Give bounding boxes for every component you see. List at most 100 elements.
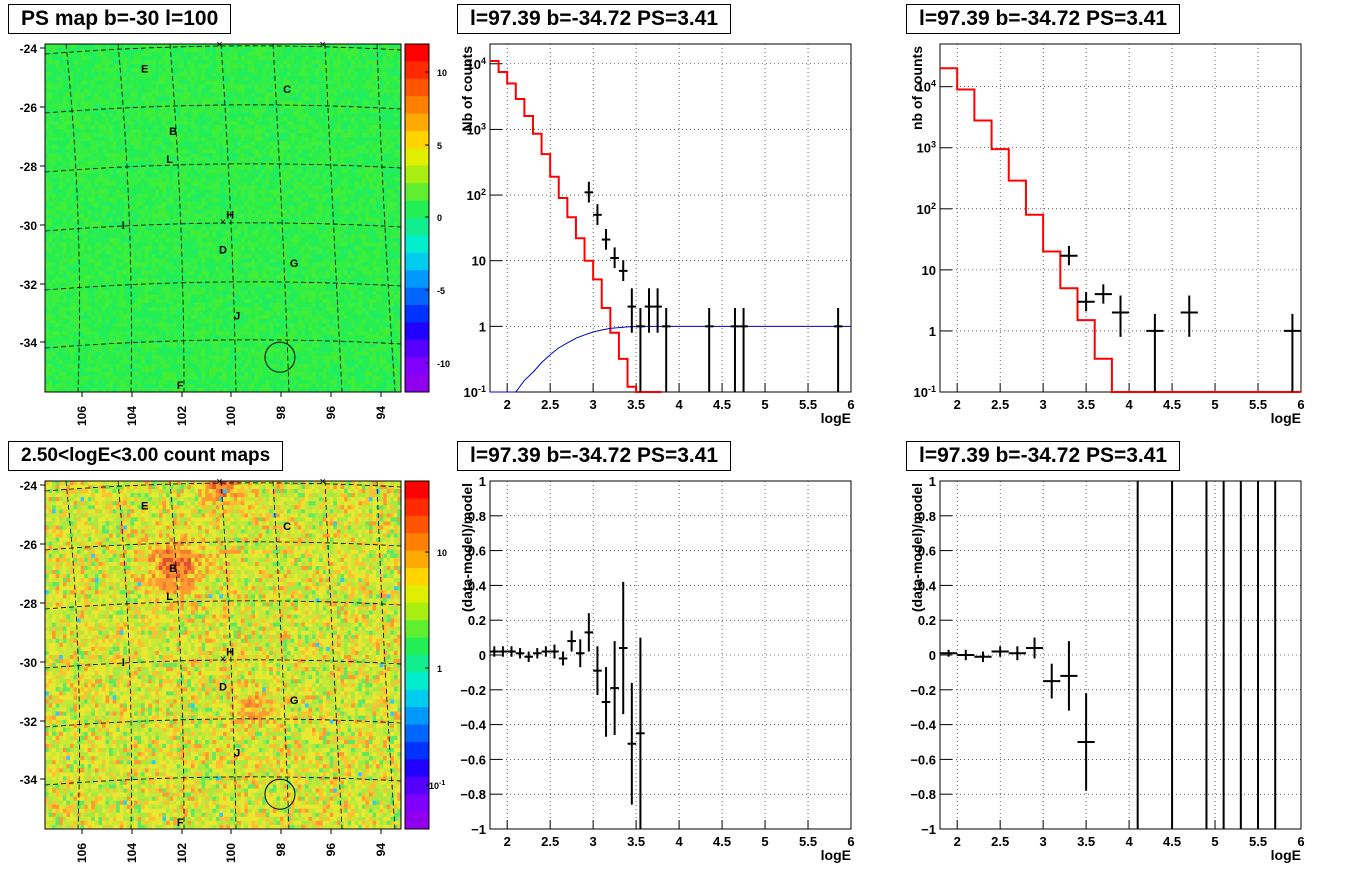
spectrum-a-title: l=97.39 b=-34.72 PS=3.41 (457, 4, 732, 34)
count-map-pixels (45, 481, 402, 830)
residual_b-x-tick-label: 5 (1211, 834, 1218, 849)
residual_a-y-tick-label: 0 (479, 648, 486, 663)
count-x-tick-label: 106 (75, 843, 89, 863)
ps-source-cross: × (216, 39, 222, 51)
count-source-label: J (234, 747, 240, 759)
ps-colorbar-swatch (405, 322, 429, 341)
residual_a-y-tick-label: −1 (471, 822, 486, 837)
residual_b-x-tick-label: 6 (1297, 834, 1304, 849)
count-colorbar-frame (404, 480, 430, 830)
ps-x-tick-label: 100 (224, 406, 238, 426)
count-colorbar-swatch (405, 550, 429, 569)
spectrum_a-frame (489, 43, 852, 393)
count-y-tick-label: -32 (20, 715, 38, 729)
residual-a-title: l=97.39 b=-34.72 PS=3.41 (457, 441, 732, 471)
spectrum_b-x-tick-label: 4.5 (1163, 397, 1181, 412)
ps-colorbar-swatch (405, 339, 429, 358)
ps-source-label: F (177, 380, 184, 392)
spectrum_b-x-tick-label: 3.5 (1077, 397, 1095, 412)
spectrum_b-x-tick-label: 3 (1040, 397, 1047, 412)
ps-graticule-lat (44, 339, 402, 349)
ps-colorbar-swatch (405, 131, 429, 149)
spectrum_a-x-tick-label: 6 (847, 397, 854, 412)
residual_b-xlabel: logE (1271, 847, 1301, 863)
count-source-label: E (141, 500, 148, 512)
ps-source-label: G (290, 258, 299, 270)
count-y-tick-label: -26 (20, 538, 38, 552)
ps-source-label: B (169, 126, 177, 138)
count-target-circle (264, 778, 296, 810)
residual_b-x-tick-label: 4.5 (1163, 834, 1181, 849)
count-graticule-lat (44, 541, 402, 551)
ps-x-tick-label: 94 (374, 406, 388, 420)
count-graticule-lat (44, 600, 402, 610)
ps-graticule-lat (44, 104, 402, 114)
count-colorbar-swatch (405, 637, 429, 656)
count-colorbar-swatch (405, 707, 429, 726)
ps-graticule-lat (44, 281, 402, 291)
spectrum_a-x-tick-label: 5 (761, 397, 768, 412)
count-colorbar-swatch (405, 759, 429, 778)
ps-x-tick-label: 96 (324, 406, 338, 420)
spectrum_b-x-tick-label: 5.5 (1249, 397, 1267, 412)
count-y-tick-label: -28 (20, 597, 38, 611)
count-colorbar-swatch (405, 515, 429, 534)
residual_b-y-tick-label: 0.6 (918, 544, 936, 559)
count-colorbar-swatch (405, 742, 429, 760)
ps-graticule-lat (44, 163, 402, 173)
count-x-tick-label: 94 (374, 843, 388, 857)
spectrum_a-y-tick-label: 10-1 (464, 384, 486, 400)
count-source-cross: × (220, 653, 226, 665)
ps-colorbar-label: 10 (437, 68, 447, 78)
count-map-frame (44, 480, 402, 830)
spectrum_b-x-tick-label: 5 (1211, 397, 1218, 412)
ps-x-tick-label: 104 (125, 406, 139, 426)
residual_b-y-tick-label: 0.2 (918, 613, 936, 628)
spectrum_b-y-tick-label: 103 (917, 140, 936, 156)
residual_a-xlabel: logE (821, 847, 851, 863)
count-colorbar-swatch (405, 672, 429, 691)
count-colorbar-swatch (405, 776, 429, 795)
count-colorbar-swatch (405, 811, 429, 830)
spectrum_a-xlabel: logE (821, 410, 851, 426)
ps-colorbar-swatch (405, 252, 429, 271)
ps-colorbar-swatch (405, 78, 429, 97)
spectrum_a-x-tick-label: 4 (675, 397, 683, 412)
residual_a-y-tick-label: 0.4 (468, 578, 487, 593)
ps-colorbar-swatch (405, 305, 429, 323)
count-graticule-lat (44, 718, 402, 728)
spectrum_b-xlabel: logE (1271, 410, 1301, 426)
count-colorbar-swatch (405, 585, 429, 604)
count-x-tick-label: 102 (175, 843, 189, 863)
ps-y-tick-label: -24 (20, 42, 38, 56)
ps-y-tick-label: -30 (20, 219, 38, 233)
spectrum_a-y-tick-label: 1 (479, 319, 486, 334)
count-source-label: F (177, 817, 184, 829)
ps-source-label: H (226, 210, 234, 222)
residual_b-y-tick-label: −0.2 (910, 683, 936, 698)
spectrum_b-x-tick-label: 4 (1125, 397, 1133, 412)
ps-colorbar-swatch (405, 287, 429, 306)
residual_b-x-tick-label: 3.5 (1077, 834, 1095, 849)
spectrum_a-y-tick-label: 10 (472, 254, 486, 269)
count-source-label: H (226, 647, 234, 659)
ps-colorbar-swatch (405, 270, 429, 289)
ps-source-label: J (234, 310, 240, 322)
ps-source-label: C (283, 84, 291, 96)
ps-source-label: I (122, 220, 125, 232)
ps-x-tick-label: 106 (75, 406, 89, 426)
count-source-label: L (166, 591, 173, 603)
residual_a-x-tick-label: 5 (761, 834, 768, 849)
residual_a-x-tick-label: 4.5 (713, 834, 731, 849)
residual_a-x-tick-label: 4 (675, 834, 683, 849)
residual_b-ylabel: (data-model)/model (909, 483, 925, 612)
spectrum_b-x-tick-label: 6 (1297, 397, 1304, 412)
ps-colorbar-frame (404, 43, 430, 393)
spectrum_a-y-tick-label: 102 (467, 187, 486, 203)
ps-colorbar-swatch (405, 61, 429, 80)
ps-colorbar-label: 0 (437, 213, 442, 223)
spectrum_a-x-tick-label: 2 (504, 397, 511, 412)
count-x-tick-label: 96 (324, 843, 338, 857)
spectrum_b-x-tick-label: 2.5 (991, 397, 1009, 412)
count-colorbar-label: 10-1 (429, 780, 445, 791)
